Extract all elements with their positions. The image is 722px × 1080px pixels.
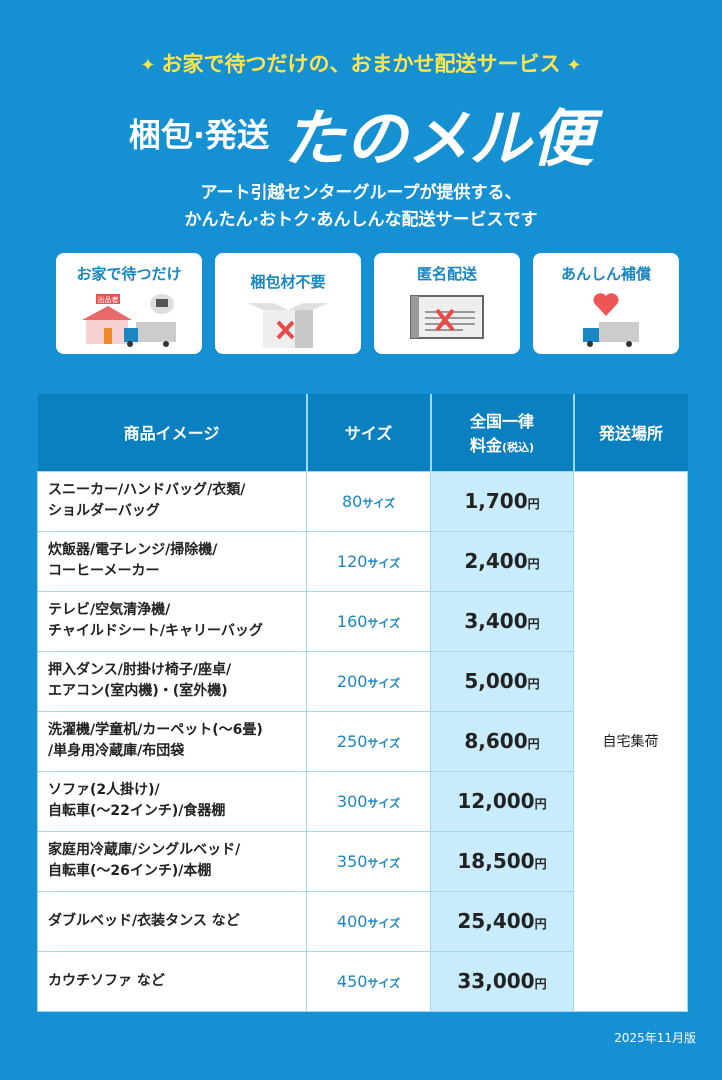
waybill-cross-icon bbox=[410, 295, 484, 339]
sparkle-icon: ✦ bbox=[566, 55, 582, 76]
item-cell: ダブルベッド/衣装タンス など bbox=[37, 890, 307, 952]
header-item: 商品イメージ bbox=[37, 394, 308, 471]
heart-truck-icon bbox=[583, 293, 639, 347]
item-cell: 洗濯機/学童机/カーペット(〜6畳)/単身用冷蔵庫/布団袋 bbox=[37, 710, 307, 772]
size-cell: 200サイズ bbox=[306, 650, 431, 712]
tagline: ✦ お家で待つだけの、おまかせ配送サービス ✦ bbox=[140, 52, 582, 76]
price-cell: 18,500円 bbox=[430, 830, 574, 892]
feature-card: 匿名配送 bbox=[374, 253, 520, 354]
size-cell: 250サイズ bbox=[306, 710, 431, 772]
table-row: テレビ/空気清浄機/チャイルドシート/キャリーバッグ 160サイズ 3,400円 bbox=[37, 590, 688, 652]
item-cell: ソファ(2人掛け)/自転車(〜22インチ)/食器棚 bbox=[37, 770, 307, 832]
feature-card: 梱包材不要 bbox=[215, 253, 361, 354]
page-title: 梱包·発送 たのメル便 bbox=[128, 102, 594, 175]
size-cell: 120サイズ bbox=[306, 530, 431, 592]
table-row: ダブルベッド/衣装タンス など 400サイズ 25,400円 bbox=[37, 890, 688, 952]
size-cell: 160サイズ bbox=[306, 590, 431, 652]
price-table: 商品イメージ サイズ 全国一律 料金(税込) 発送場所 スニーカー/ハンドバッグ/… bbox=[37, 394, 688, 1012]
item-cell: テレビ/空気清浄機/チャイルドシート/キャリーバッグ bbox=[37, 590, 307, 652]
price-cell: 3,400円 bbox=[430, 590, 574, 652]
size-cell: 450サイズ bbox=[306, 950, 431, 1012]
place-cell: 自宅集荷 bbox=[573, 470, 688, 1012]
size-cell: 300サイズ bbox=[306, 770, 431, 832]
sparkle-icon: ✦ bbox=[140, 55, 156, 76]
item-cell: 押入ダンス/肘掛け椅子/座卓/エアコン(室内機)・(室外機) bbox=[37, 650, 307, 712]
table-row: スニーカー/ハンドバッグ/衣類/ショルダーバッグ 80サイズ 1,700円 自宅集… bbox=[37, 470, 688, 1012]
price-cell: 12,000円 bbox=[430, 770, 574, 832]
header-place: 発送場所 bbox=[573, 394, 688, 471]
table-row: 押入ダンス/肘掛け椅子/座卓/エアコン(室内機)・(室外機) 200サイズ 5,… bbox=[37, 650, 688, 712]
size-cell: 80サイズ bbox=[306, 470, 431, 532]
subtitle: アート引越センターグループが提供する、 かんたん·おトク·あんしんな配送サービスで… bbox=[184, 183, 538, 230]
header-price: 全国一律 料金(税込) bbox=[430, 394, 575, 471]
price-cell: 25,400円 bbox=[430, 890, 574, 952]
item-cell: スニーカー/ハンドバッグ/衣類/ショルダーバッグ bbox=[37, 470, 307, 532]
house-truck-icon: 出品者 bbox=[82, 294, 176, 347]
table-row: 家庭用冷蔵庫/シングルベッド/自転車(〜26インチ)/本棚 350サイズ 18,… bbox=[37, 830, 688, 892]
svg-text:出品者: 出品者 bbox=[98, 295, 119, 304]
feature-cards: お家で待つだけ 出品者 梱包材不要 匿名配送 あんしん補償 bbox=[56, 253, 679, 354]
table-row: 洗濯機/学童机/カーペット(〜6畳)/単身用冷蔵庫/布団袋 250サイズ 8,6… bbox=[37, 710, 688, 772]
edition-label: 2025年11月版 bbox=[614, 1031, 696, 1045]
price-cell: 33,000円 bbox=[430, 950, 574, 1012]
price-cell: 5,000円 bbox=[430, 650, 574, 712]
size-cell: 400サイズ bbox=[306, 890, 431, 952]
table-row: ソファ(2人掛け)/自転車(〜22インチ)/食器棚 300サイズ 12,000円 bbox=[37, 770, 688, 832]
table-row: カウチソファ など 450サイズ 33,000円 bbox=[37, 950, 688, 1012]
feature-card: あんしん補償 bbox=[533, 253, 679, 354]
table-row: 炊飯器/電子レンジ/掃除機/コーヒーメーカー 120サイズ 2,400円 bbox=[37, 530, 688, 592]
size-cell: 350サイズ bbox=[306, 830, 431, 892]
price-cell: 1,700円 bbox=[430, 470, 574, 532]
price-cell: 2,400円 bbox=[430, 530, 574, 592]
item-cell: 炊飯器/電子レンジ/掃除機/コーヒーメーカー bbox=[37, 530, 307, 592]
item-cell: カウチソファ など bbox=[37, 950, 307, 1012]
box-cross-icon bbox=[248, 303, 328, 348]
feature-card: お家で待つだけ 出品者 bbox=[56, 253, 202, 354]
header-size: サイズ bbox=[306, 394, 432, 471]
item-cell: 家庭用冷蔵庫/シングルベッド/自転車(〜26インチ)/本棚 bbox=[37, 830, 307, 892]
price-cell: 8,600円 bbox=[430, 710, 574, 772]
